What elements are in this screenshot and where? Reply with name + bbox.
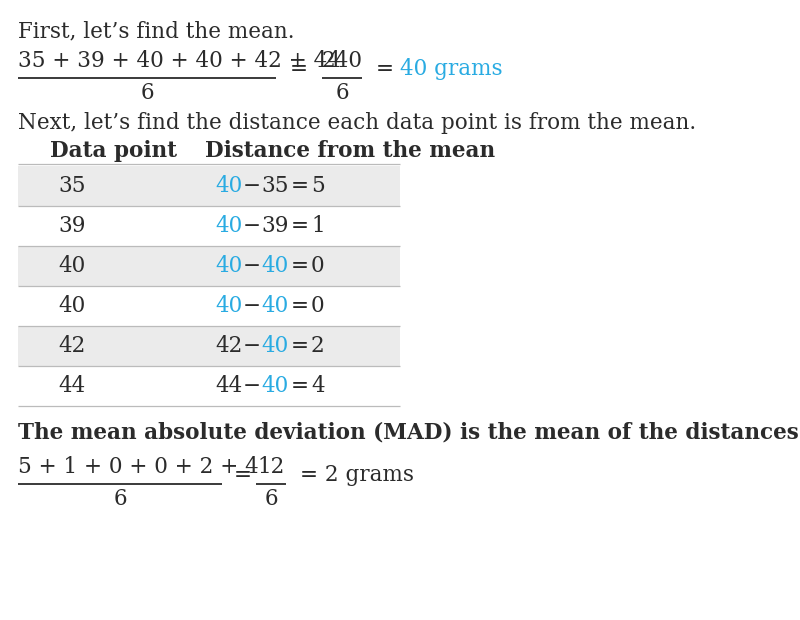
Text: 2: 2 [311,335,325,357]
Text: −: − [243,295,261,317]
Text: 40: 40 [215,255,242,277]
Text: =: = [376,58,394,80]
Text: 44: 44 [215,375,242,397]
Text: =: = [291,255,309,277]
Text: = 2 grams: = 2 grams [300,464,414,486]
Text: =: = [291,175,309,197]
Text: Distance from the mean: Distance from the mean [205,140,495,162]
Text: 5 + 1 + 0 + 0 + 2 + 4: 5 + 1 + 0 + 0 + 2 + 4 [18,456,258,478]
Text: 40: 40 [215,175,242,197]
Text: 39: 39 [261,215,289,237]
Text: 40: 40 [261,295,288,317]
Text: =: = [290,58,308,80]
Text: 6: 6 [113,488,127,510]
Text: 35 + 39 + 40 + 40 + 42 + 44: 35 + 39 + 40 + 40 + 42 + 44 [18,50,341,72]
Text: 6: 6 [140,82,154,104]
Text: Data point: Data point [50,140,177,162]
Text: 40: 40 [215,295,242,317]
Text: −: − [243,215,261,237]
Text: =: = [291,335,309,357]
Text: 35: 35 [58,175,86,197]
Text: 42: 42 [58,335,86,357]
Text: First, let’s find the mean.: First, let’s find the mean. [18,20,294,42]
Text: 40 grams: 40 grams [400,58,502,80]
Text: 6: 6 [335,82,349,104]
Bar [18,326,400,366]
Text: 40: 40 [261,335,288,357]
Bar [18,166,400,206]
Text: −: − [243,375,261,397]
Text: 5: 5 [311,175,325,197]
Text: 0: 0 [311,255,325,277]
Text: 4: 4 [311,375,325,397]
Text: 35: 35 [261,175,289,197]
Text: =: = [291,375,309,397]
Text: =: = [291,295,309,317]
Bar [18,246,400,286]
Text: 40: 40 [58,255,86,277]
Text: −: − [243,255,261,277]
Text: 12: 12 [258,456,285,478]
Text: The mean absolute deviation (MAD) is the mean of the distances from the mean.: The mean absolute deviation (MAD) is the… [18,422,800,444]
Text: 40: 40 [261,375,288,397]
Text: 1: 1 [311,215,325,237]
Text: 40: 40 [58,295,86,317]
Text: =: = [234,464,252,486]
Text: −: − [243,175,261,197]
Text: −: − [243,335,261,357]
Text: 240: 240 [322,50,362,72]
Text: 44: 44 [58,375,86,397]
Text: 40: 40 [215,215,242,237]
Text: Next, let’s find the distance each data point is from the mean.: Next, let’s find the distance each data … [18,112,696,134]
Text: 0: 0 [311,295,325,317]
Text: =: = [291,215,309,237]
Text: 40: 40 [261,255,288,277]
Text: 6: 6 [264,488,278,510]
Text: 39: 39 [58,215,86,237]
Text: 42: 42 [215,335,242,357]
